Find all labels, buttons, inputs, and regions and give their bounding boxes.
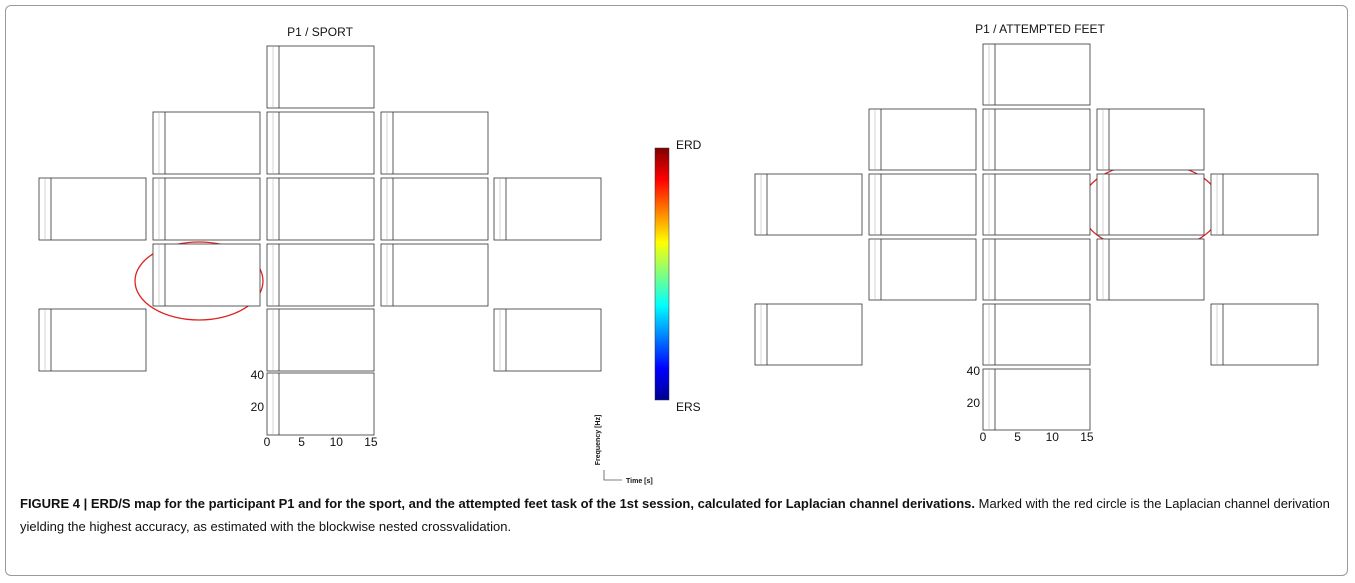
- channel-panel: [868, 173, 977, 236]
- channel-panel: [493, 177, 602, 241]
- colorbar: [654, 147, 670, 401]
- figure-frame: [5, 5, 1348, 576]
- panel-title: P1 / SPORT: [287, 25, 353, 39]
- axis-legend-x: Time [s]: [626, 478, 653, 485]
- channel-panel: [982, 108, 1091, 171]
- channel-panel: [1096, 238, 1205, 301]
- channel-panel: [380, 177, 489, 241]
- caption-label: FIGURE 4 |: [20, 496, 91, 511]
- axis-legend-lines: [603, 470, 622, 481]
- x-tick-label: 0: [264, 435, 271, 449]
- y-tick-label: 40: [251, 368, 265, 382]
- channel-panel: [266, 243, 375, 307]
- channel-panel: [493, 308, 602, 372]
- x-tick-label: 10: [1046, 430, 1060, 444]
- channel-panel: [982, 303, 1091, 366]
- x-tick-label: 15: [1080, 430, 1094, 444]
- highlight-circle: [134, 241, 264, 321]
- figure: P1 / SPORT P1 / ATTEMPTED FEET ERD ERS F…: [38, 22, 1319, 485]
- channel-panel: [152, 177, 261, 241]
- axis-legend-y: Frequency [Hz]: [595, 415, 602, 466]
- caption-bold: ERD/S map for the participant P1 and for…: [90, 496, 976, 511]
- channel-panel: [982, 43, 1091, 106]
- channel-panel: [982, 173, 1091, 236]
- x-tick-label: 10: [330, 435, 344, 449]
- colorbar-label: ERD: [676, 138, 702, 152]
- channel-panel: [266, 372, 375, 436]
- channel-panel: [380, 111, 489, 175]
- channel-panel: [1096, 173, 1205, 236]
- caption: FIGURE 4 | ERD/S map for the participant…: [20, 492, 1340, 538]
- y-tick-label: 40: [967, 364, 981, 378]
- channel-panel: [1210, 303, 1319, 366]
- channel-panel: [754, 303, 863, 366]
- x-tick-label: 5: [1014, 430, 1021, 444]
- channel-panel: [982, 238, 1091, 301]
- caption-text: Marked with the red circle is the Laplac…: [20, 496, 1330, 534]
- channel-panel: [868, 238, 977, 301]
- y-tick-label: 20: [251, 400, 265, 414]
- channel-panel: [266, 111, 375, 175]
- channel-panel: [38, 177, 147, 241]
- x-tick-label: 5: [298, 435, 305, 449]
- channel-panel: [266, 177, 375, 241]
- channel-panel: [868, 108, 977, 171]
- channel-panel: [754, 173, 863, 236]
- colorbar-label: ERS: [676, 400, 701, 414]
- channel-panel: [266, 45, 375, 109]
- x-tick-label: 15: [364, 435, 378, 449]
- channel-panel: [152, 111, 261, 175]
- channel-panel: [982, 368, 1091, 431]
- channel-panel: [152, 243, 261, 307]
- channel-panel: [266, 308, 375, 372]
- channel-panel: [38, 308, 147, 372]
- channel-panel: [1210, 173, 1319, 236]
- panel-title: P1 / ATTEMPTED FEET: [975, 22, 1105, 36]
- channel-panel: [380, 243, 489, 307]
- x-tick-label: 0: [980, 430, 987, 444]
- y-tick-label: 20: [967, 396, 981, 410]
- channel-panel: [1096, 108, 1205, 171]
